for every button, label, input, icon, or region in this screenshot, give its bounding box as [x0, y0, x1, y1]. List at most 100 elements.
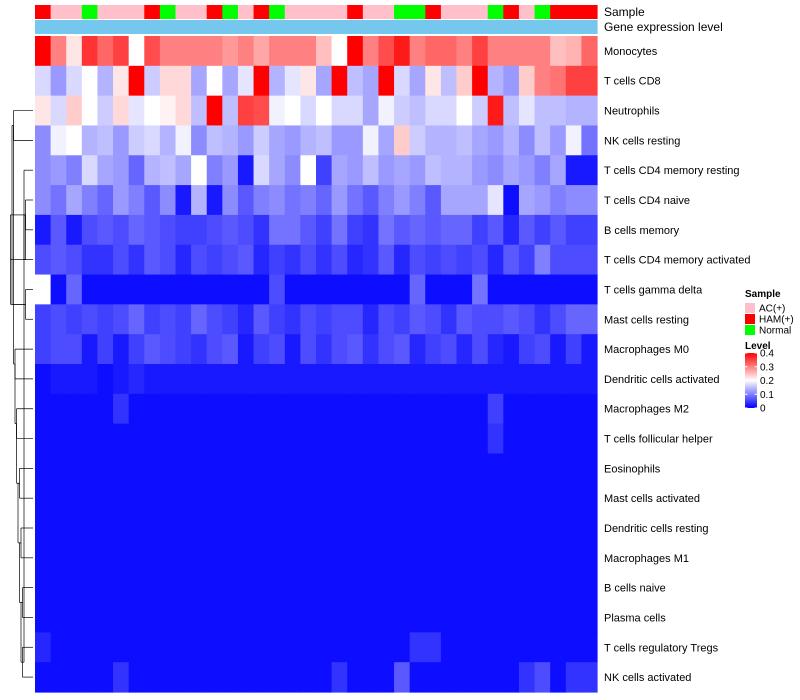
heatmap-cell: [394, 453, 411, 484]
expression-annotation-cell: [487, 20, 504, 34]
heatmap-cell: [394, 602, 411, 633]
heatmap-cell: [300, 602, 317, 633]
row-label: Mast cells resting: [604, 314, 689, 326]
heatmap-cell: [456, 304, 473, 335]
row-label: NK cells activated: [604, 672, 691, 684]
heatmap-cell: [581, 364, 598, 395]
row-label: Macrophages M1: [604, 553, 689, 565]
heatmap-cell: [534, 542, 551, 574]
heatmap-cell: [66, 364, 83, 395]
sample-annotation-cell: [503, 5, 520, 19]
heatmap-cell: [534, 304, 551, 335]
heatmap-cell: [331, 364, 348, 395]
heatmap-cell: [316, 334, 333, 365]
heatmap-cell: [550, 423, 567, 455]
heatmap-cell: [518, 542, 536, 574]
heatmap-cell: [144, 483, 161, 514]
heatmap-cell: [159, 602, 177, 633]
heatmap-cell: [35, 393, 52, 425]
heatmap-cell: [565, 95, 582, 127]
heatmap-cell: [534, 185, 551, 216]
heatmap-cell: [316, 36, 333, 67]
heatmap-cell: [394, 125, 411, 156]
heatmap-cell: [81, 513, 99, 544]
heatmap-cell: [66, 244, 83, 276]
heatmap-cell: [581, 214, 598, 246]
heatmap-cell: [347, 95, 364, 127]
heatmap-cell: [113, 602, 130, 633]
heatmap-cell: [66, 185, 83, 216]
heatmap-cell: [409, 214, 426, 246]
heatmap-cell: [237, 364, 255, 395]
heatmap-cell: [331, 155, 348, 186]
heatmap-cell: [472, 334, 489, 365]
heatmap-cell: [316, 155, 333, 186]
expression-annotation-cell: [50, 20, 67, 34]
heatmap-cell: [503, 185, 520, 216]
heatmap-cell: [534, 513, 551, 544]
heatmap-cell: [581, 274, 598, 305]
heatmap-cell: [550, 483, 567, 514]
heatmap-cell: [472, 214, 489, 246]
heatmap-cell: [159, 65, 177, 97]
heatmap-cell: [550, 65, 567, 97]
heatmap-cell: [300, 393, 317, 425]
heatmap-cell: [456, 65, 473, 97]
heatmap-cell: [253, 244, 270, 276]
heatmap-cell: [66, 125, 83, 156]
heatmap-cell: [81, 334, 99, 365]
heatmap-cell: [456, 36, 473, 67]
heatmap-cell: [66, 602, 83, 633]
heatmap-cell: [269, 214, 286, 246]
heatmap-cell: [97, 602, 114, 633]
heatmap-cell: [331, 632, 348, 663]
heatmap-cell: [487, 572, 504, 604]
heatmap-cell: [581, 453, 598, 484]
heatmap-cell: [222, 483, 239, 514]
sample-annotation-cell: [534, 5, 551, 19]
heatmap-cell: [159, 453, 177, 484]
heatmap-cell: [378, 632, 395, 663]
heatmap-cell: [284, 453, 301, 484]
heatmap-cell: [409, 602, 426, 633]
heatmap-cell: [113, 513, 130, 544]
heatmap-cell: [128, 334, 145, 365]
heatmap-cell: [378, 483, 395, 514]
heatmap-cell: [472, 483, 489, 514]
heatmap-cell: [440, 542, 458, 574]
heatmap-cell: [66, 334, 83, 365]
heatmap-cell: [113, 274, 130, 305]
heatmap-cell: [581, 662, 598, 693]
heatmap-cell: [378, 364, 395, 395]
sample-annotation-cell: [472, 5, 489, 19]
heatmap-cell: [331, 483, 348, 514]
heatmap-cell: [128, 214, 145, 246]
heatmap-cell: [425, 662, 442, 693]
heatmap-cell: [378, 95, 395, 127]
heatmap-cell: [128, 274, 145, 305]
heatmap-cell: [347, 364, 364, 395]
heatmap-cell: [35, 453, 52, 484]
heatmap-cell: [206, 393, 223, 425]
heatmap-cell: [409, 244, 426, 276]
heatmap-cell: [253, 632, 270, 663]
heatmap-cell: [425, 393, 442, 425]
heatmap-cell: [534, 214, 551, 246]
heatmap-cell: [128, 483, 145, 514]
heatmap-cell: [128, 125, 145, 156]
heatmap-cell: [347, 125, 364, 156]
heatmap-cell: [316, 393, 333, 425]
heatmap-cell: [113, 95, 130, 127]
sample-annotation-cell: [581, 5, 598, 19]
heatmap-cell: [440, 632, 458, 663]
heatmap-cell: [518, 602, 536, 633]
heatmap-cell: [206, 602, 223, 633]
heatmap-cell: [378, 513, 395, 544]
heatmap-cell: [425, 214, 442, 246]
heatmap-cell: [347, 65, 364, 97]
heatmap-cell: [66, 632, 83, 663]
heatmap-cell: [300, 483, 317, 514]
heatmap-cell: [159, 393, 177, 425]
heatmap-cell: [472, 542, 489, 574]
